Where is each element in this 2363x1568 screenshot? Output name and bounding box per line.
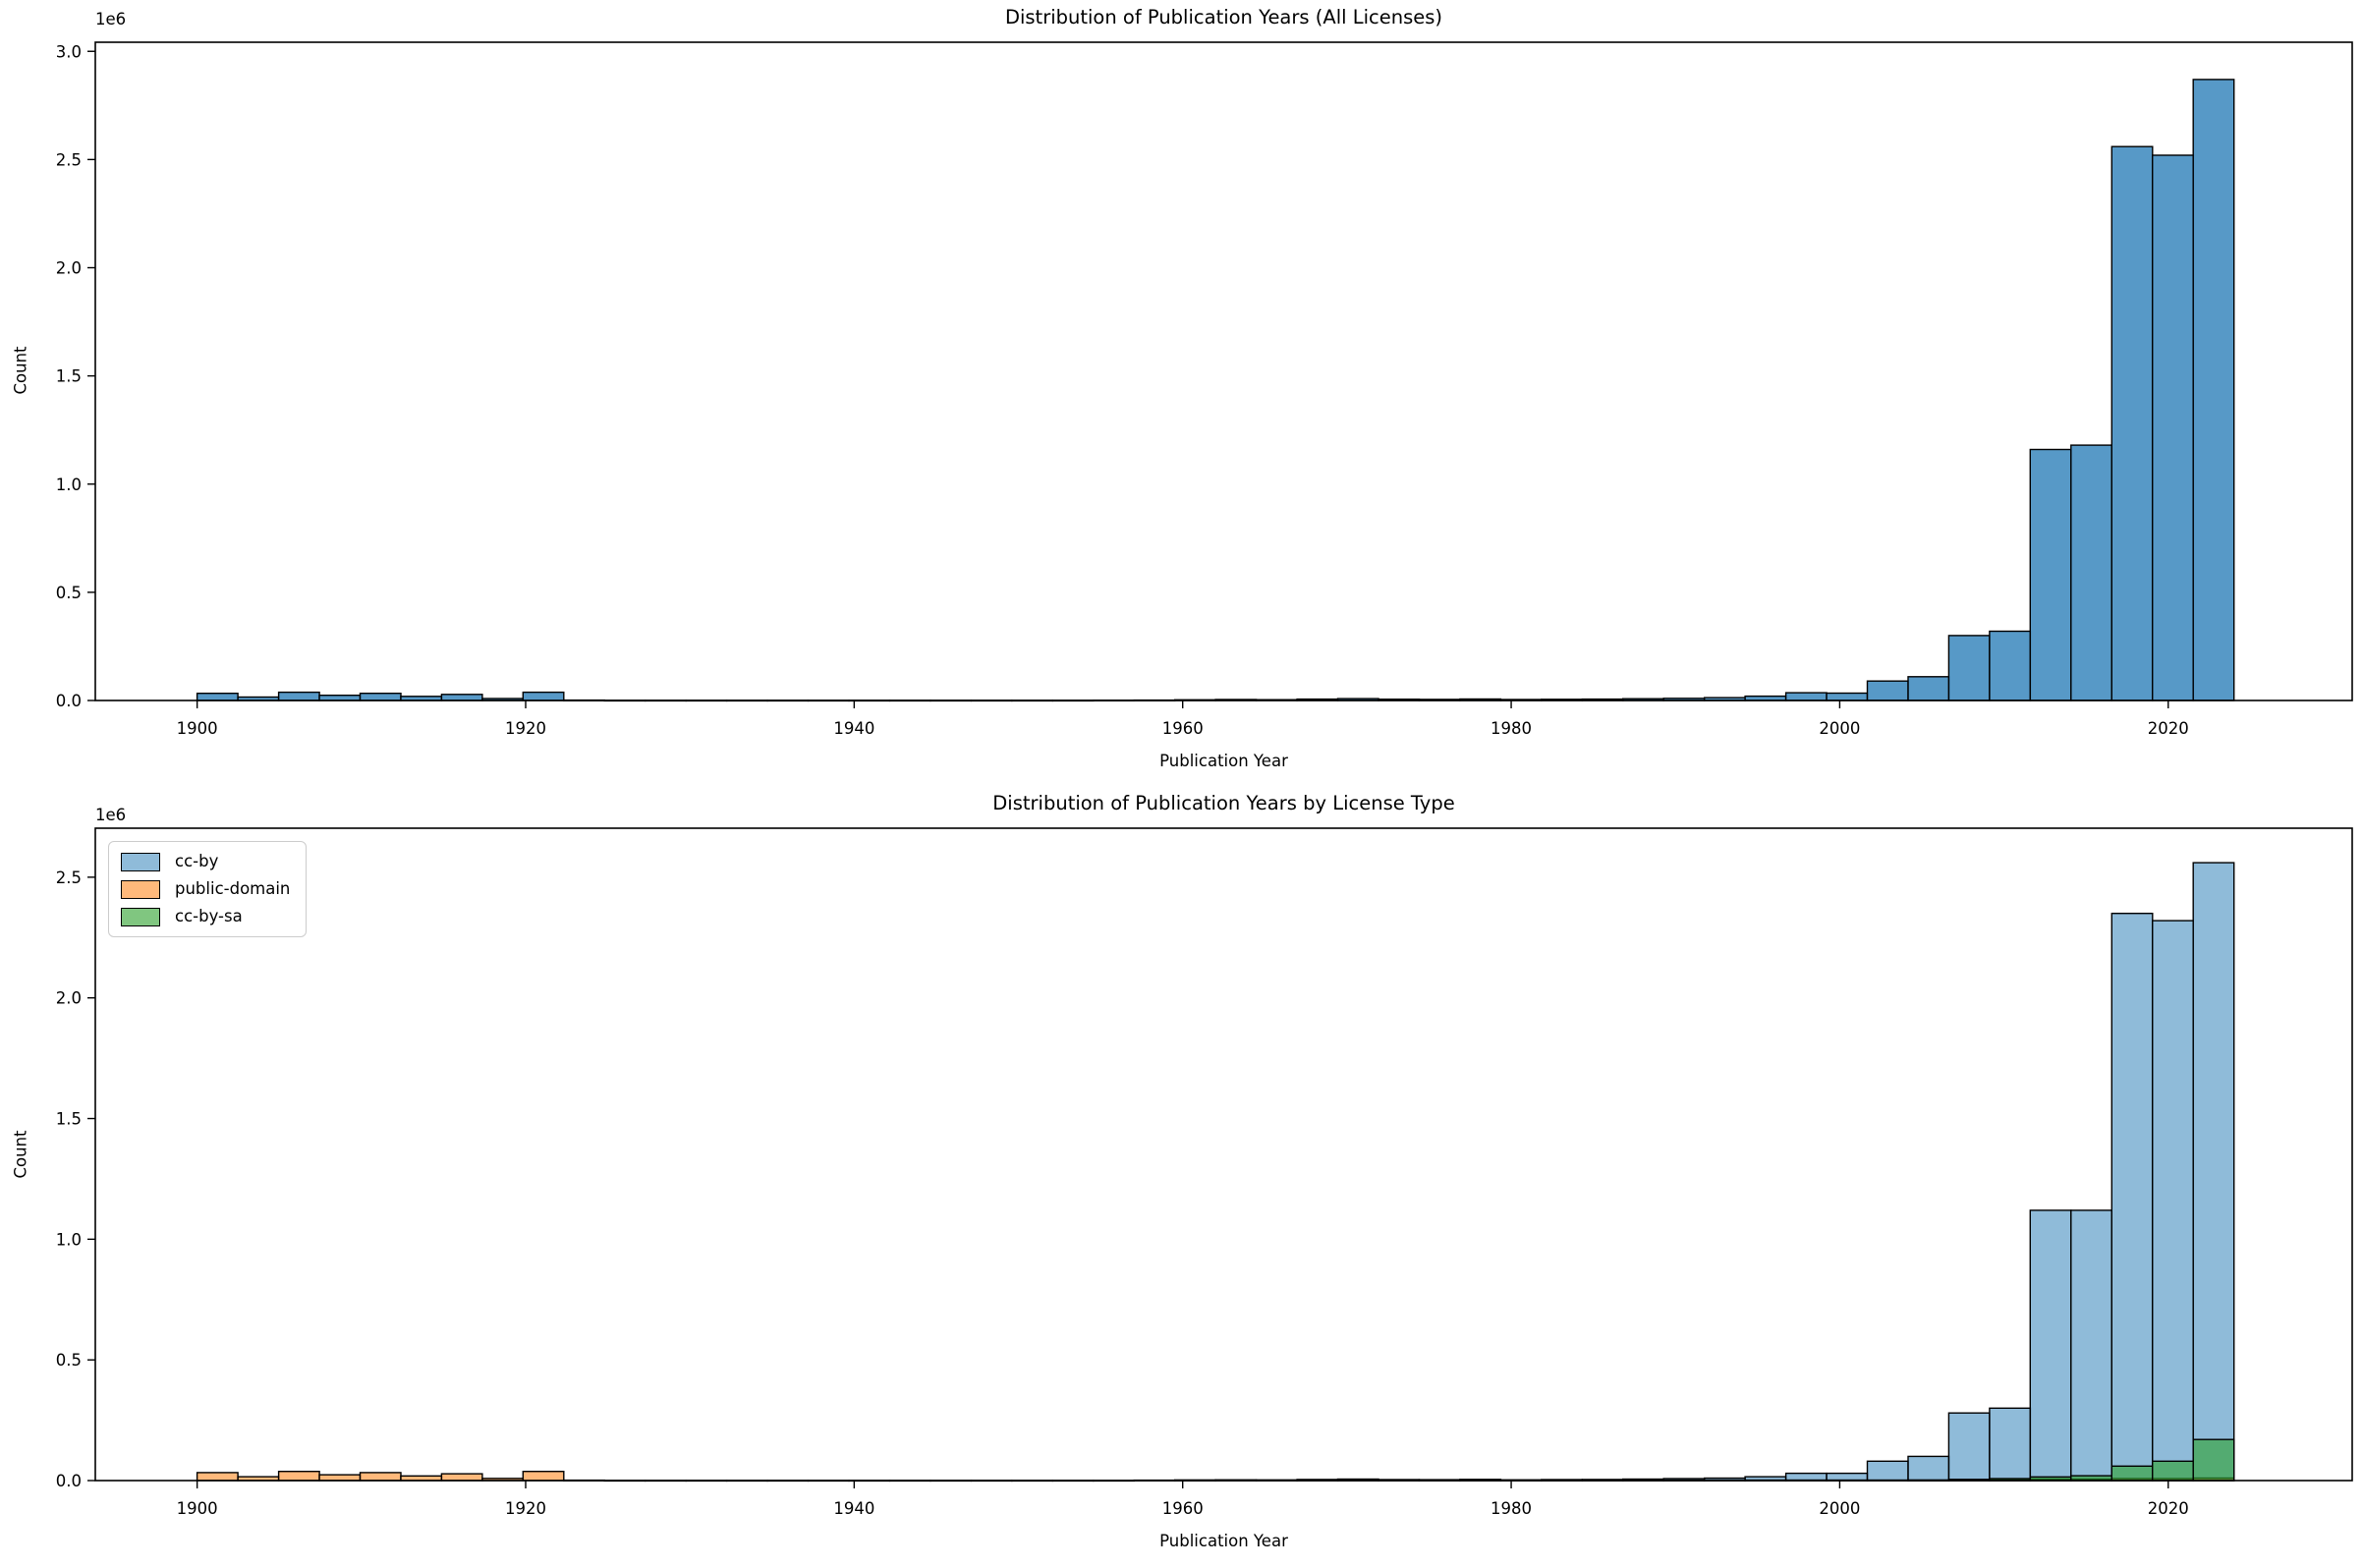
bar-public-domain — [522, 1470, 565, 1482]
y-tick-label: 0.5 — [56, 584, 82, 602]
bar-all-licenses — [522, 691, 565, 701]
bar-cc-by — [1989, 1407, 2032, 1482]
bar-cc-by — [2029, 1209, 2072, 1482]
bar-all-licenses — [2151, 154, 2194, 701]
bar-all-licenses — [1989, 630, 2032, 701]
bar-all-licenses — [196, 693, 239, 701]
bar-all-licenses — [2029, 448, 2072, 701]
plot-border — [94, 827, 2353, 1482]
x-tick-label: 1920 — [505, 1499, 546, 1518]
top-chart-title: Distribution of Publication Years (All L… — [1004, 6, 1443, 28]
x-tick-label: 1940 — [833, 719, 874, 738]
bar-all-licenses — [1866, 680, 1909, 701]
bar-all-licenses — [2070, 444, 2113, 701]
y-tick-label: 2.5 — [56, 150, 82, 169]
bar-public-domain — [359, 1472, 402, 1482]
y-tick-label: 1.5 — [56, 367, 82, 386]
legend-swatch-cc-by — [121, 852, 160, 871]
y-tick-label: 2.5 — [56, 868, 82, 887]
x-tick-label: 1900 — [177, 1499, 218, 1518]
bottom-chart-title: Distribution of Publication Years by Lic… — [992, 792, 1455, 814]
bottom-x-axis-label: Publication Year — [1159, 1532, 1288, 1550]
x-tick-label: 1900 — [177, 719, 218, 738]
bar-all-licenses — [440, 694, 483, 701]
x-tick-label: 2020 — [2148, 1499, 2189, 1518]
bar-cc-by — [2192, 862, 2235, 1482]
x-tick-label: 2020 — [2148, 719, 2189, 738]
x-tick-label: 1920 — [505, 719, 546, 738]
bar-all-licenses — [1784, 692, 1828, 701]
bar-cc-by-sa — [2151, 1460, 2194, 1482]
x-tick-label: 2000 — [1819, 1499, 1860, 1518]
bottom-y-offset-label: 1e6 — [95, 806, 127, 824]
y-tick-label: 1.0 — [56, 1230, 82, 1249]
y-tick-label: 0.5 — [56, 1351, 82, 1370]
legend-swatch-cc-by-sa — [121, 907, 160, 926]
bar-all-licenses — [1826, 692, 1869, 701]
top-y-axis-label: Count — [11, 346, 30, 395]
legend-swatch-public-domain — [121, 879, 160, 899]
bar-cc-by — [2151, 920, 2194, 1482]
legend-label-public-domain: public-domain — [175, 879, 291, 898]
y-tick-label: 1.0 — [56, 476, 82, 494]
bar-all-licenses — [1907, 676, 1950, 701]
legend-label-cc-by: cc-by — [175, 852, 219, 870]
bar-all-licenses — [2110, 145, 2154, 701]
bar-cc-by-sa — [2110, 1465, 2154, 1482]
x-tick-label: 1960 — [1162, 1499, 1204, 1518]
x-tick-label: 1940 — [833, 1499, 874, 1518]
x-tick-label: 2000 — [1819, 719, 1860, 738]
bar-all-licenses — [359, 693, 402, 701]
legend-item-cc-by-sa: cc-by-sa — [121, 906, 290, 927]
bar-cc-by — [2070, 1209, 2113, 1482]
x-tick-label: 1980 — [1491, 1499, 1532, 1518]
y-tick-label: 2.0 — [56, 259, 82, 278]
y-tick-label: 1.5 — [56, 1110, 82, 1129]
bottom-y-axis-label: Count — [11, 1130, 30, 1179]
bar-cc-by — [2110, 913, 2154, 1482]
x-tick-label: 1980 — [1491, 719, 1532, 738]
legend: cc-by public-domain cc-by-sa — [108, 841, 308, 937]
bar-public-domain — [277, 1470, 320, 1482]
bar-cc-by — [1907, 1455, 1950, 1482]
bar-all-licenses — [2192, 79, 2235, 701]
legend-item-public-domain: public-domain — [121, 878, 290, 900]
legend-item-cc-by: cc-by — [121, 851, 290, 872]
bar-cc-by — [1866, 1460, 1909, 1482]
x-tick-label: 1960 — [1162, 719, 1204, 738]
bar-all-licenses — [277, 691, 320, 701]
top-y-offset-label: 1e6 — [95, 10, 127, 28]
y-tick-label: 0.0 — [56, 692, 82, 710]
y-tick-label: 0.0 — [56, 1472, 82, 1490]
y-tick-label: 2.0 — [56, 989, 82, 1008]
y-tick-label: 3.0 — [56, 42, 82, 61]
bar-all-licenses — [1947, 635, 1991, 701]
bar-cc-by — [1947, 1412, 1991, 1482]
plot-border — [94, 41, 2353, 701]
bar-public-domain — [196, 1472, 239, 1482]
bar-public-domain — [318, 1474, 362, 1482]
bar-public-domain — [440, 1473, 483, 1482]
legend-label-cc-by-sa: cc-by-sa — [175, 907, 243, 925]
bar-cc-by-sa — [2192, 1438, 2235, 1482]
top-x-axis-label: Publication Year — [1159, 752, 1288, 770]
